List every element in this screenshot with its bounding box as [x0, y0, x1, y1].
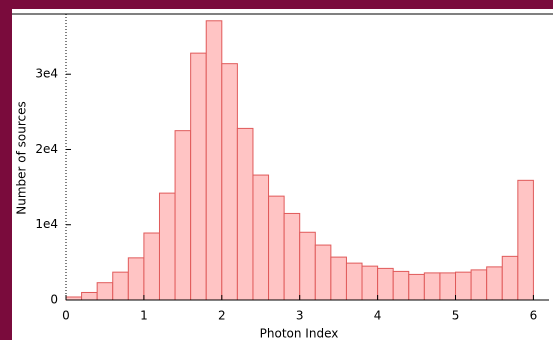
bar: [299, 231, 316, 301]
bar: [81, 291, 98, 301]
bar: [314, 244, 332, 301]
bar: [268, 195, 285, 301]
x-tick-label: 1: [140, 309, 148, 323]
bar: [423, 272, 441, 301]
bar: [361, 265, 379, 301]
bar: [486, 266, 503, 301]
bar: [174, 130, 192, 301]
x-axis-label: Photon Index: [260, 327, 339, 340]
x-tick-label: 0: [62, 309, 70, 323]
bar: [190, 52, 207, 301]
bar: [455, 271, 472, 301]
bar: [501, 255, 519, 301]
bar: [345, 262, 363, 301]
y-axis-label: Number of sources: [15, 101, 29, 215]
bar: [112, 271, 129, 301]
bar: [470, 269, 488, 301]
bar: [96, 282, 114, 301]
bar: [377, 267, 394, 301]
bar: [158, 192, 176, 301]
bar: [408, 273, 425, 301]
bar: [439, 272, 457, 301]
y-tick-label: 0: [50, 293, 58, 307]
y-tick-label: 2e4: [35, 142, 58, 156]
bar: [143, 232, 160, 301]
bar: [205, 20, 223, 301]
bar: [330, 256, 347, 301]
x-tick-label: 4: [374, 309, 382, 323]
bar: [252, 174, 270, 301]
bar: [392, 270, 410, 301]
x-tick-label: 5: [452, 309, 460, 323]
x-tick-label: 3: [296, 309, 304, 323]
y-tick-label: 3e4: [35, 67, 58, 81]
x-tick-label: 6: [530, 309, 538, 323]
x-tick-label: 2: [218, 309, 226, 323]
bar: [517, 179, 534, 301]
bar: [221, 63, 238, 301]
bar: [127, 257, 145, 301]
bar: [283, 212, 301, 301]
bar: [236, 127, 254, 301]
y-tick-label: 1e4: [35, 217, 58, 231]
